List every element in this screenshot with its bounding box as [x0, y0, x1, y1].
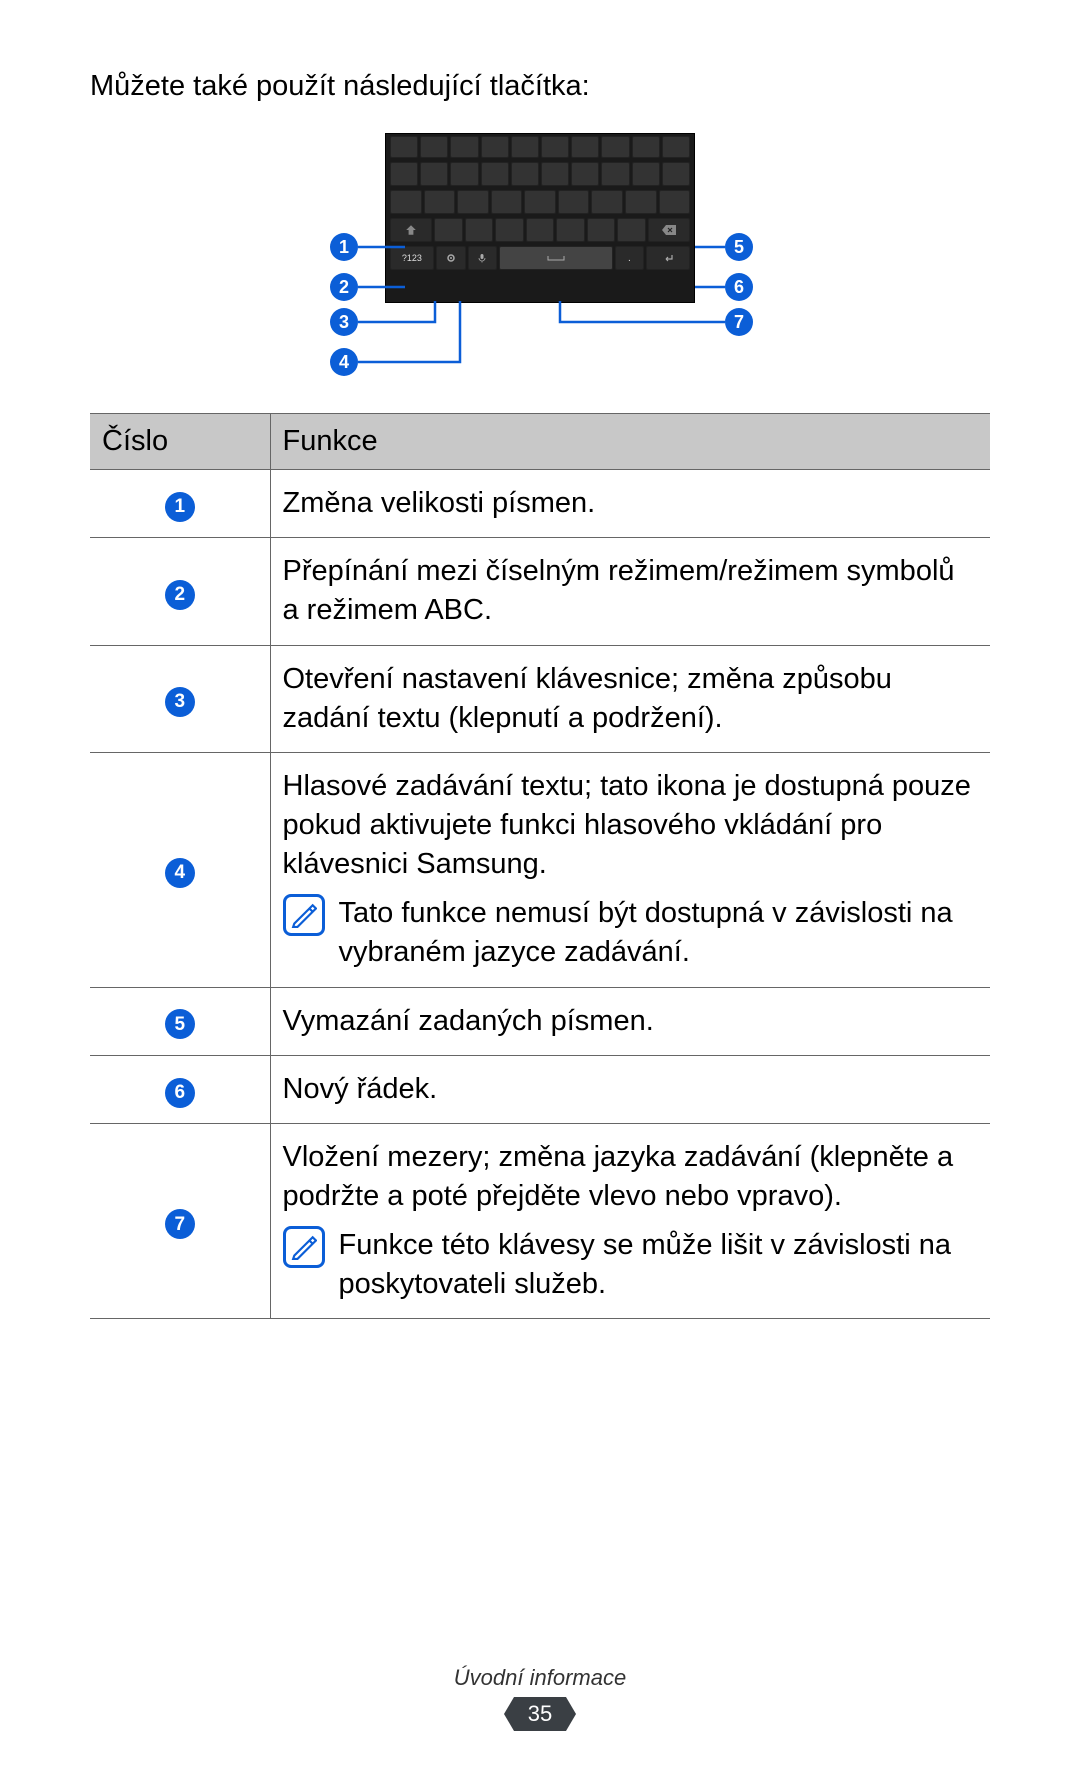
row-badge-2: 2	[165, 580, 195, 610]
row-badge-6: 6	[165, 1078, 195, 1108]
row-text-2: Přepínání mezi číselným režimem/režimem …	[270, 538, 990, 645]
row-note-7: Funkce této klávesy se může lišit v závi…	[339, 1226, 979, 1304]
table-row: 5 Vymazání zadaných písmen.	[90, 987, 990, 1055]
header-number: Číslo	[90, 414, 270, 470]
callout-2: 2	[330, 273, 358, 301]
note-icon	[283, 1226, 325, 1268]
table-row: 3 Otevření nastavení klávesnice; změna z…	[90, 645, 990, 752]
keyboard-graphic: ?123 .	[385, 133, 695, 303]
intro-text: Můžete také použít následující tlačítka:	[90, 70, 990, 103]
enter-key-icon	[646, 246, 690, 270]
row-note-4: Tato funkce nemusí být dostupná v závisl…	[339, 894, 979, 972]
note-icon	[283, 894, 325, 936]
callout-7: 7	[725, 308, 753, 336]
row-text-6: Nový řádek.	[270, 1055, 990, 1123]
table-row: 6 Nový řádek.	[90, 1055, 990, 1123]
row-badge-1: 1	[165, 492, 195, 522]
space-key-icon	[499, 246, 612, 270]
table-row: 4 Hlasové zadávání textu; tato ikona je …	[90, 752, 990, 987]
function-table: Číslo Funkce 1 Změna velikosti písmen. 2…	[90, 413, 990, 1319]
backspace-key-icon	[648, 218, 690, 242]
shift-key-icon	[390, 218, 432, 242]
table-row: 2 Přepínání mezi číselným režimem/režime…	[90, 538, 990, 645]
table-row: 7 Vložení mezery; změna jazyka zadávání …	[90, 1123, 990, 1319]
callout-6: 6	[725, 273, 753, 301]
table-row: 1 Změna velikosti písmen.	[90, 470, 990, 538]
header-function: Funkce	[270, 414, 990, 470]
row-text-3: Otevření nastavení klávesnice; změna způ…	[270, 645, 990, 752]
row-text-4: Hlasové zadávání textu; tato ikona je do…	[283, 767, 979, 884]
callout-1: 1	[330, 233, 358, 261]
keyboard-diagram: ?123 . 1 2 3 4 5 6 7	[280, 133, 800, 383]
page-footer: Úvodní informace 35	[0, 1665, 1080, 1731]
row-badge-7: 7	[165, 1209, 195, 1239]
row-text-5: Vymazání zadaných písmen.	[270, 987, 990, 1055]
callout-5: 5	[725, 233, 753, 261]
row-text-1: Změna velikosti písmen.	[270, 470, 990, 538]
footer-section: Úvodní informace	[0, 1665, 1080, 1691]
row-badge-5: 5	[165, 1009, 195, 1039]
mic-key-icon	[468, 246, 498, 270]
row-badge-4: 4	[165, 858, 195, 888]
gear-key-icon	[436, 246, 466, 270]
page-number: 35	[514, 1697, 566, 1731]
row-text-7: Vložení mezery; změna jazyka zadávání (k…	[283, 1138, 979, 1216]
dot-key: .	[615, 246, 645, 270]
row-badge-3: 3	[165, 687, 195, 717]
callout-4: 4	[330, 348, 358, 376]
callout-3: 3	[330, 308, 358, 336]
sym-key: ?123	[390, 246, 434, 270]
